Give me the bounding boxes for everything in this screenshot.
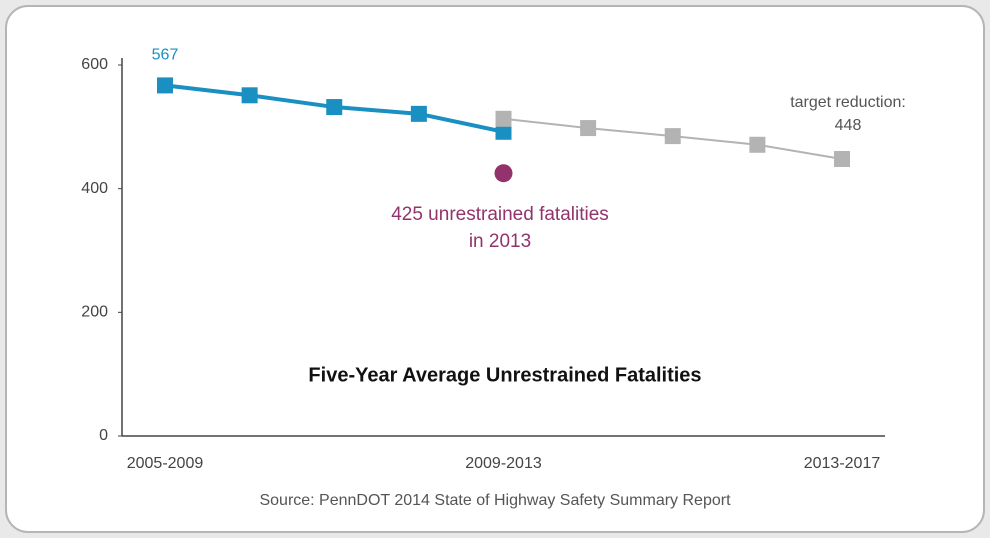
point xyxy=(749,136,766,153)
source: Source: PennDOT 2014 State of Highway Sa… xyxy=(259,492,731,509)
point xyxy=(495,110,512,127)
point xyxy=(664,128,681,145)
annotation: 425 unrestrained fatalities xyxy=(391,204,609,225)
value-label-prefix: target reduction: xyxy=(790,94,906,111)
chart-title: Five-Year Average Unrestrained Fatalitie… xyxy=(308,364,701,386)
point xyxy=(157,77,173,94)
point xyxy=(834,150,850,167)
y-tick-label: 200 xyxy=(81,304,108,321)
point xyxy=(410,105,427,122)
value-label: 567 xyxy=(152,47,179,64)
point xyxy=(580,120,597,137)
point xyxy=(326,99,343,116)
value-label: 448 xyxy=(835,117,862,134)
annotation: in 2013 xyxy=(469,231,531,252)
x-tick-label: 2013-2017 xyxy=(804,455,881,472)
x-tick-label: 2005-2009 xyxy=(127,455,204,472)
panel xyxy=(5,5,985,533)
y-tick-label: 400 xyxy=(81,180,108,197)
x-tick-label: 2009-2013 xyxy=(465,455,542,472)
point xyxy=(494,164,513,183)
point xyxy=(495,123,512,140)
y-tick-label: 0 xyxy=(99,427,108,444)
point xyxy=(241,87,258,104)
y-tick-label: 600 xyxy=(81,56,108,73)
